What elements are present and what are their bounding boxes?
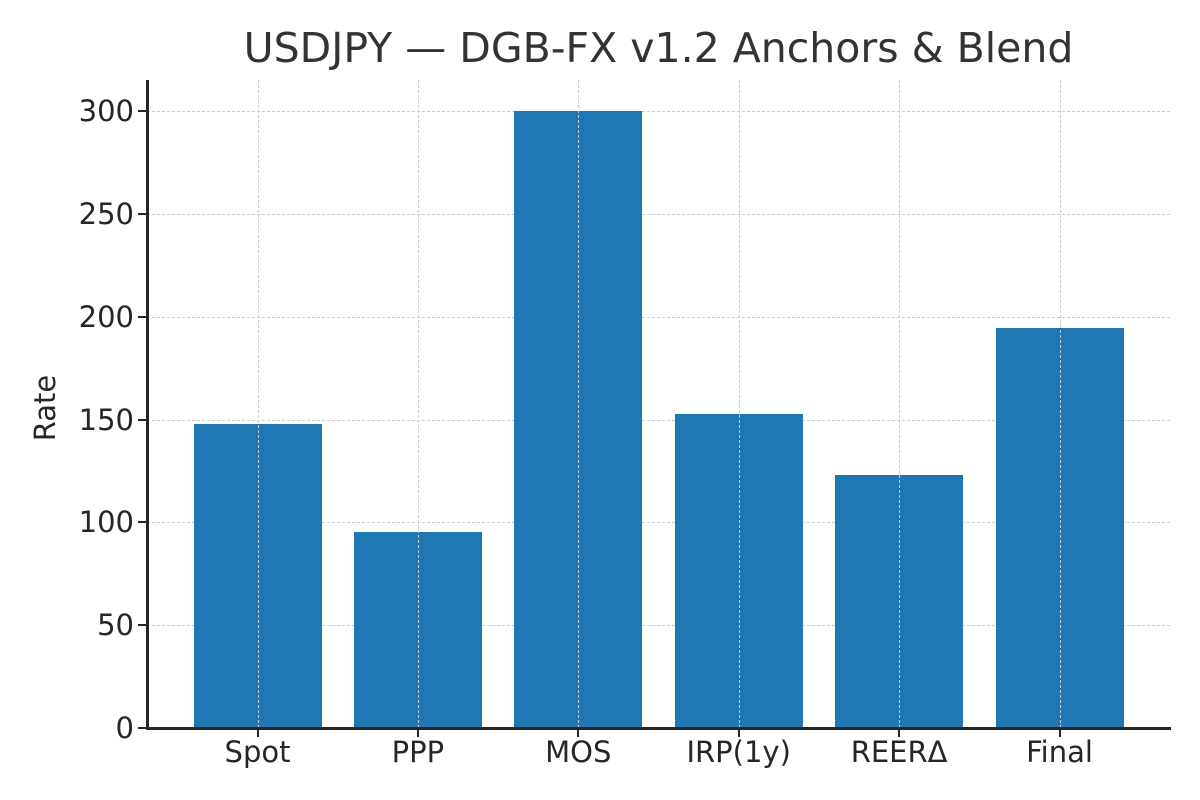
x-tick-mark xyxy=(737,728,740,737)
gridline-horizontal xyxy=(147,419,1170,421)
y-tick-label: 50 xyxy=(97,608,134,643)
gridline-horizontal xyxy=(147,213,1170,215)
x-axis-line xyxy=(146,727,1171,730)
plot-area xyxy=(147,80,1170,728)
gridline-vertical xyxy=(417,80,419,728)
y-tick-mark xyxy=(138,624,147,627)
x-tick-label: Final xyxy=(1026,735,1093,769)
y-tick-mark xyxy=(138,212,147,215)
y-tick-label: 100 xyxy=(78,505,134,540)
gridline-horizontal xyxy=(147,625,1170,627)
x-tick-mark xyxy=(898,728,901,737)
y-tick-label: 0 xyxy=(115,711,134,745)
gridline-vertical xyxy=(578,80,580,728)
y-tick-mark xyxy=(138,727,147,729)
x-tick-label: REERΔ xyxy=(850,735,948,769)
gridline-vertical xyxy=(257,80,259,728)
gridline-vertical xyxy=(1059,80,1061,728)
y-tick-label: 200 xyxy=(78,299,134,334)
y-tick-mark xyxy=(138,110,147,112)
y-tick-label: 250 xyxy=(78,196,134,231)
x-tick-mark xyxy=(577,728,580,737)
y-tick-mark xyxy=(138,521,147,524)
chart-title: USDJPY — DGB-FX v1.2 Anchors & Blend xyxy=(243,24,1074,72)
x-tick-label: Spot xyxy=(224,735,291,769)
y-tick-label: 300 xyxy=(78,94,134,128)
y-axis-line xyxy=(146,80,149,730)
x-tick-mark xyxy=(416,728,419,737)
y-tick-mark xyxy=(138,418,147,421)
x-tick-label: PPP xyxy=(391,735,445,769)
y-tick-label: 150 xyxy=(78,402,134,437)
x-tick-mark xyxy=(1058,728,1061,737)
x-tick-label: MOS xyxy=(545,735,612,769)
gridline-horizontal xyxy=(147,111,1170,112)
gridline-vertical xyxy=(899,80,901,728)
gridline-horizontal xyxy=(147,522,1170,524)
y-tick-mark xyxy=(138,315,147,318)
x-tick-mark xyxy=(256,728,259,737)
x-tick-label: IRP(1y) xyxy=(686,735,791,769)
gridline-vertical xyxy=(738,80,740,728)
y-axis-title: Rate xyxy=(28,374,62,442)
gridline-horizontal xyxy=(147,316,1170,318)
